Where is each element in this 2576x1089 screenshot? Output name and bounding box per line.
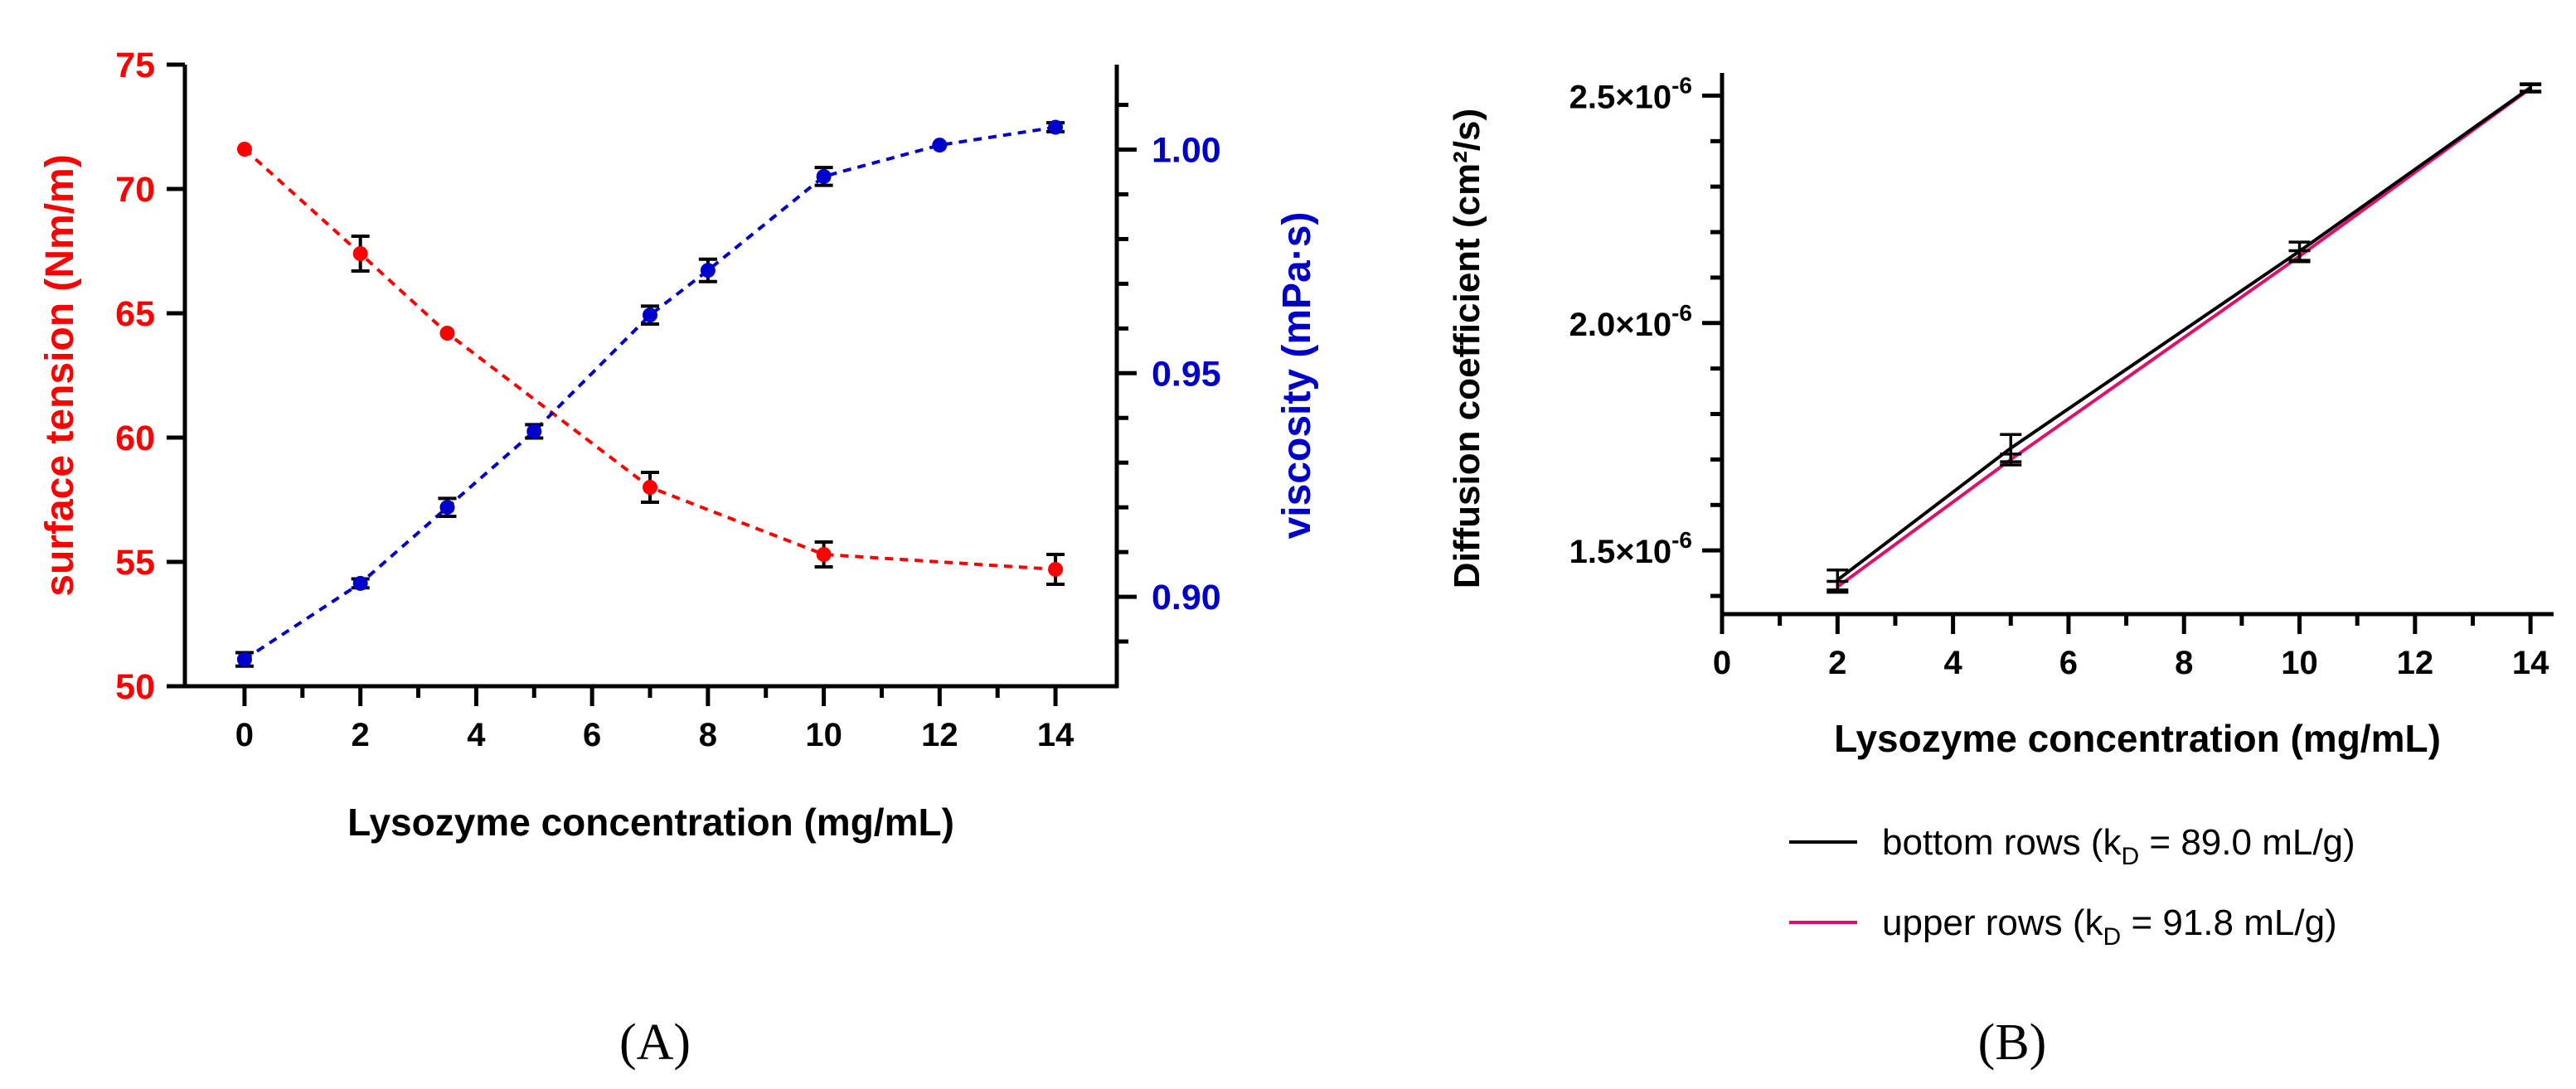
left-y-tick-label: 50 — [115, 667, 155, 707]
viscosity-point — [526, 424, 542, 439]
x-tick-label: 6 — [2059, 645, 2078, 681]
x-tick-label: 8 — [2175, 645, 2193, 681]
surface-tension-point — [352, 246, 368, 261]
upper-rows-line — [1836, 87, 2532, 588]
y-tick-label: 2.0×10-6 — [1569, 300, 1692, 343]
y-tick-label: 2.5×10-6 — [1569, 72, 1692, 115]
surface-tension-line — [243, 148, 1056, 571]
x-tick-label: 10 — [2281, 645, 2318, 681]
x-tick-label: 0 — [1713, 645, 1731, 681]
y-axis-title: Diffusion coefficient (cm²/s) — [1447, 109, 1487, 588]
x-tick-label: 14 — [1037, 717, 1075, 753]
viscosity-point — [236, 651, 252, 667]
viscosity-point — [932, 138, 948, 153]
x-axis-title: Lysozyme concentration (mg/mL) — [1834, 717, 2441, 760]
x-tick-label: 4 — [467, 717, 486, 753]
surface-tension-point — [643, 480, 657, 495]
x-tick-label: 6 — [583, 717, 601, 753]
viscosity-point — [816, 168, 832, 184]
viscosity-point — [352, 575, 368, 591]
panel-a: 0 2 4 6 8 10 12 14 50 55 60 65 70 75 0.90 0.95 1.00 surfa… — [38, 46, 1319, 844]
left-y-tick-label: 65 — [115, 294, 155, 334]
right-y-tick-label: 1.00 — [1152, 131, 1221, 171]
x-axis-title: Lysozyme concentration (mg/mL) — [347, 801, 954, 844]
x-tick-label: 12 — [2397, 645, 2434, 681]
x-tick-label: 8 — [699, 717, 717, 753]
left-y-tick-label: 60 — [115, 419, 155, 458]
x-tick-label: 2 — [1828, 645, 1846, 681]
panel-b-label: (B) — [1978, 1014, 2047, 1071]
left-y-axis-title: surface tension (Nm/m) — [38, 154, 82, 596]
surface-tension-point — [816, 547, 832, 562]
viscosity-point — [700, 263, 716, 278]
x-tick-label: 2 — [352, 717, 370, 753]
legend-label-upper-rows: upper rows (kD = 91.8 mL/g) — [1882, 903, 2337, 951]
x-tick-label: 4 — [1943, 645, 1962, 681]
panel-b: 0 2 4 6 8 10 12 14 1.5×10-6 2.0×10-6 2.5×10-6 Diffu… — [1447, 72, 2554, 951]
viscosity-point — [1048, 119, 1064, 135]
right-y-tick-label: 0.90 — [1152, 578, 1221, 617]
surface-tension-point — [236, 142, 252, 157]
surface-tension-point — [1048, 562, 1064, 577]
x-tick-label: 12 — [921, 717, 958, 753]
viscosity-line — [243, 125, 1056, 661]
bottom-rows-line — [1836, 85, 2532, 582]
viscosity-point — [439, 500, 455, 515]
legend-label-bottom-rows: bottom rows (kD = 89.0 mL/g) — [1882, 822, 2355, 870]
left-y-tick-label: 75 — [115, 46, 155, 85]
x-tick-label: 14 — [2512, 645, 2549, 681]
left-y-tick-label: 70 — [115, 170, 155, 210]
x-tick-label: 10 — [805, 717, 842, 753]
left-y-tick-label: 55 — [115, 543, 155, 583]
viscosity-point — [643, 307, 657, 323]
right-y-axis-title: viscosity (mPa·s) — [1275, 212, 1319, 540]
surface-tension-point — [439, 326, 455, 341]
y-tick-label: 1.5×10-6 — [1569, 527, 1692, 570]
panel-a-label: (A) — [619, 1014, 691, 1071]
right-y-tick-label: 0.95 — [1152, 354, 1221, 394]
x-tick-label: 0 — [235, 717, 254, 753]
